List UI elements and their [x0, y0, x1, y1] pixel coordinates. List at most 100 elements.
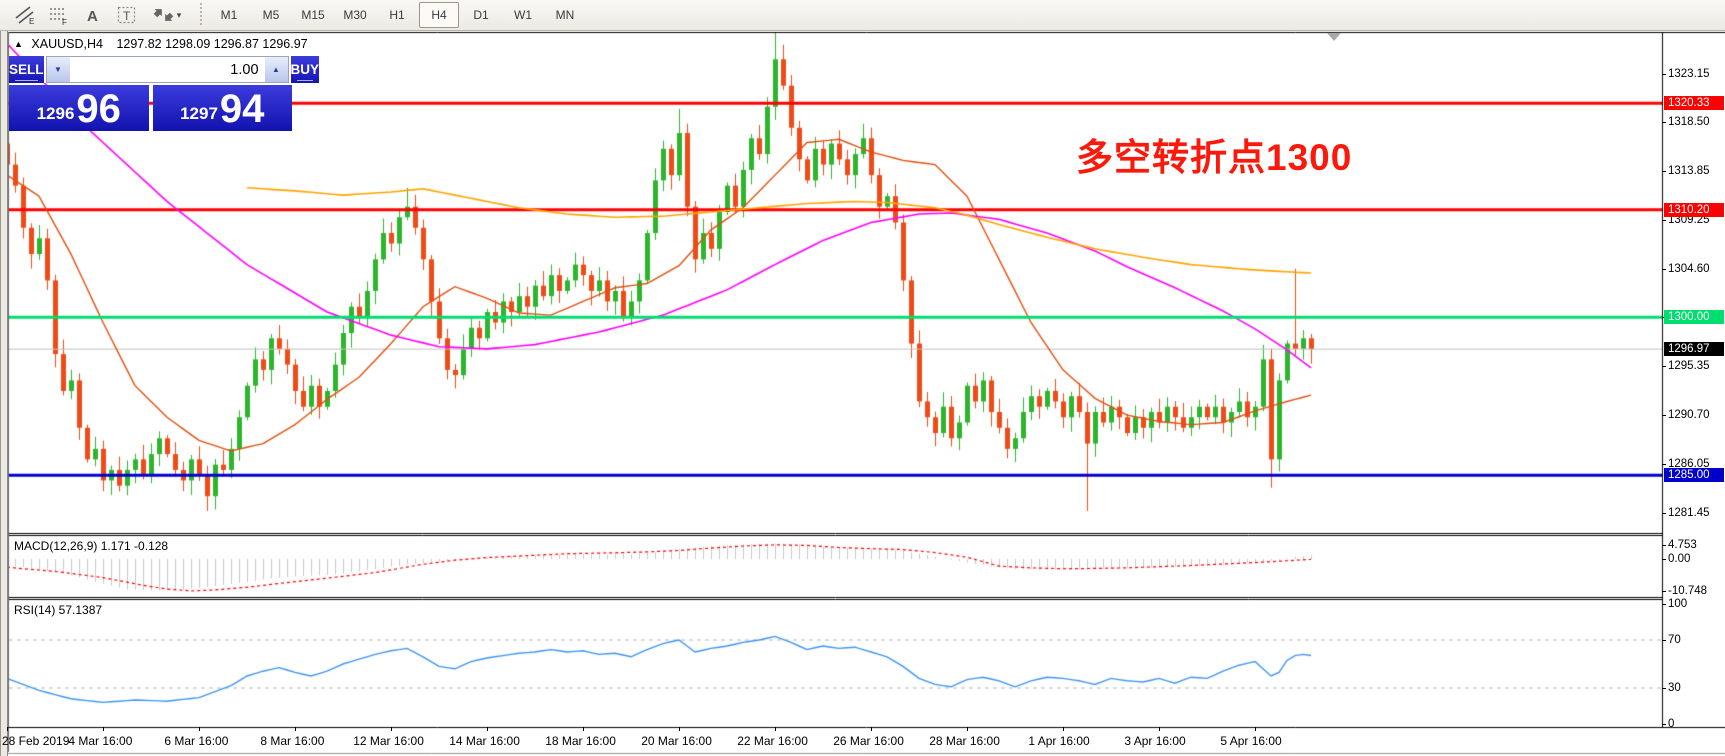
tab-timeframe-h1[interactable]: H1: [389, 8, 405, 22]
sell-button[interactable]: SELL: [9, 56, 46, 83]
price-axis-label: 1313.85: [1668, 165, 1710, 178]
arrows-tool-button[interactable]: ▾: [145, 1, 189, 29]
tab-timeframe-h4[interactable]: H4: [419, 2, 459, 28]
volume-stepper: ▼ ▲: [45, 56, 289, 83]
price-axis-label: 1309.25: [1668, 213, 1710, 226]
chart-shift-marker[interactable]: [1327, 33, 1341, 41]
time-axis-label: 28 Mar 16:00: [929, 734, 1000, 748]
price-axis-label: 1304.60: [1668, 262, 1710, 275]
tab-timeframe-mn[interactable]: MN: [555, 8, 575, 22]
collapse-arrow-icon[interactable]: ▲: [14, 39, 23, 49]
rsi-axis-label: 100: [1668, 598, 1688, 610]
tab-timeframe-m30[interactable]: M30: [343, 8, 367, 22]
text-label-tool-button[interactable]: T: [111, 1, 143, 29]
time-axis-label: 18 Mar 16:00: [545, 734, 616, 748]
time-axis-label: 12 Mar 16:00: [353, 734, 424, 748]
tab-timeframe-m1[interactable]: M1: [220, 8, 238, 22]
time-axis-tick: [103, 727, 104, 731]
price-axis-tick: [1662, 171, 1666, 173]
svg-text:T: T: [123, 9, 131, 23]
rsi-axis-label: 30: [1668, 682, 1681, 694]
rsi-axis-tick: [1662, 724, 1666, 725]
macd-indicator-label: MACD(12,26,9) 1.171 -0.128: [14, 539, 169, 553]
equidistant-channel-tool-button[interactable]: E: [9, 1, 41, 29]
time-axis-label: 14 Mar 16:00: [449, 734, 520, 748]
bid-price-small: 1296: [36, 104, 75, 123]
window-left-frame: [0, 31, 8, 756]
rsi-axis-tick: [1662, 688, 1666, 689]
time-axis-tick: [967, 727, 968, 731]
time-axis-label: 28 Feb 2019: [2, 734, 70, 748]
ask-price-panel[interactable]: 1297 94: [152, 85, 292, 131]
time-axis-tick: [391, 727, 392, 731]
time-axis-tick: [583, 727, 584, 731]
ohlc-values: 1297.82 1298.09 1296.87 1296.97: [116, 37, 308, 51]
bid-price-panel[interactable]: 1296 96: [9, 85, 149, 131]
time-axis-tick: [1159, 727, 1160, 731]
time-axis-label: 22 Mar 16:00: [737, 734, 808, 748]
time-axis-tick: [295, 727, 296, 731]
volume-input[interactable]: [69, 57, 265, 82]
ask-price-small: 1297: [180, 104, 218, 123]
time-axis-tick: [199, 727, 200, 731]
fibonacci-tool-button[interactable]: F: [43, 1, 75, 29]
chart-header: ▲ XAUUSD,H4 1297.82 1298.09 1296.87 1296…: [14, 37, 308, 51]
tab-timeframe-m5[interactable]: M5: [262, 8, 280, 22]
time-axis-tick: [487, 727, 488, 731]
price-axis-label: 1286.05: [1668, 458, 1710, 471]
time-axis-label: 1 Apr 16:00: [1028, 734, 1090, 748]
tab-timeframe-w1[interactable]: W1: [514, 8, 532, 22]
time-axis-label: 6 Mar 16:00: [164, 734, 229, 748]
rsi-indicator-label: RSI(14) 57.1387: [14, 603, 103, 617]
ask-price-big: 94: [219, 87, 265, 131]
price-axis-tick: [1662, 122, 1666, 124]
svg-text:A: A: [87, 8, 98, 25]
bid-price-big: 96: [76, 87, 121, 131]
macd-axis-tick: [1662, 590, 1666, 592]
svg-text:F: F: [62, 18, 67, 26]
volume-decrease-button[interactable]: ▼: [46, 57, 70, 82]
toolbar-separator: [200, 3, 202, 27]
buy-button[interactable]: BUY: [288, 56, 320, 83]
volume-increase-button[interactable]: ▲: [264, 57, 288, 82]
chevron-down-icon: ▾: [176, 9, 182, 20]
time-axis-label: 20 Mar 16:00: [641, 734, 712, 748]
price-axis-tick: [1662, 464, 1666, 466]
equidistant-channel-icon: E: [15, 6, 34, 26]
time-axis-tick: [871, 727, 872, 731]
rsi-axis-tick: [1662, 604, 1666, 605]
price-axis-tick: [1662, 415, 1666, 417]
macd-axis-label: 0.00: [1668, 553, 1691, 565]
macd-axis-label: 4.753: [1668, 538, 1697, 551]
text-tool-button[interactable]: A: [77, 1, 109, 29]
time-axis-tick: [775, 727, 776, 731]
time-axis-tick: [1063, 727, 1064, 731]
fibonacci-icon: F: [50, 8, 67, 26]
time-axis-label: 8 Mar 16:00: [260, 734, 325, 748]
macd-axis-label: -10.748: [1668, 584, 1708, 597]
price-axis-label: 1295.35: [1668, 360, 1710, 373]
price-level-badge: 1300.00: [1664, 310, 1724, 325]
time-axis-label: 5 Apr 16:00: [1220, 734, 1282, 748]
symbol-period-label: XAUUSD,H4: [31, 37, 103, 51]
price-level-badge: 1320.33: [1664, 96, 1724, 111]
price-axis-tick: [1662, 268, 1666, 270]
chart-annotation-text: 多空转折点1300: [1076, 137, 1353, 178]
macd-axis-tick: [1662, 544, 1666, 546]
price-level-badge: 1310.20: [1664, 202, 1724, 217]
time-axis-tick: [7, 727, 8, 731]
svg-text:E: E: [29, 17, 34, 26]
current-price-badge: 1296.97: [1664, 342, 1724, 357]
tab-timeframe-d1[interactable]: D1: [473, 8, 489, 22]
rsi-axis-tick: [1662, 640, 1666, 641]
text-icon: A: [87, 8, 98, 25]
price-level-badge: 1285.00: [1664, 468, 1724, 483]
tab-timeframe-m15[interactable]: M15: [301, 8, 325, 22]
price-axis-label: 1318.50: [1668, 116, 1710, 129]
time-axis-label: 26 Mar 16:00: [833, 734, 904, 748]
price-axis-tick: [1662, 512, 1666, 514]
time-axis-label: 3 Apr 16:00: [1124, 734, 1186, 748]
rsi-axis-label: 0: [1668, 718, 1675, 730]
text-label-icon: T: [117, 6, 136, 24]
